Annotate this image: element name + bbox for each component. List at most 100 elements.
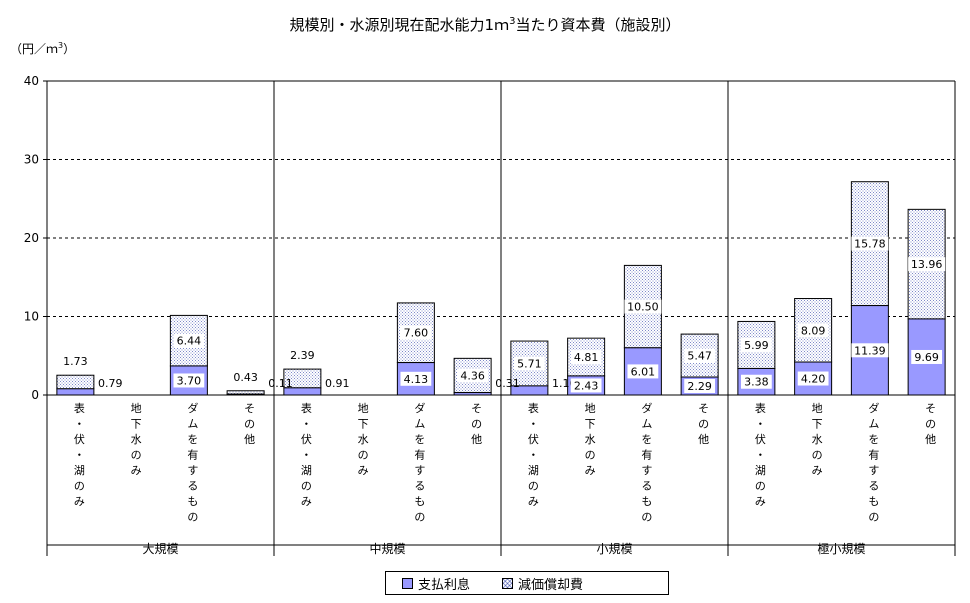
data-label-interest: 0.31 [495,377,520,390]
category-label-char: ・ [74,418,85,431]
legend: 支払利息 減価償却費 [385,571,669,595]
category-label-char: そ [471,402,482,415]
category-label-char: の [358,449,369,462]
category-label-char: そ [925,402,936,415]
category-label-char: の [698,418,709,431]
category-label-char: 伏 [301,432,312,446]
category-label-char: 水 [131,433,142,446]
title-superscript: 3 [509,16,516,27]
data-label-interest: 1.16 [552,377,577,390]
category-label-char: み [301,495,312,508]
data-label-depreciation-box [908,257,946,272]
category-label-char: 表 [301,401,312,415]
category-label-char: も [641,495,652,508]
data-label-depreciation: 2.39 [290,349,315,362]
category-label-char: の [131,449,142,462]
data-label-depreciation: 13.96 [911,258,943,271]
category-label-char: 湖 [528,464,539,477]
category-label-char: す [414,464,425,477]
category-label-char: ・ [755,449,766,462]
category-label-char: 地 [358,402,369,415]
title-tail: 当たり資本費（施設別） [515,16,681,34]
category-label-char: そ [698,402,709,415]
category-label-char: の [414,511,425,524]
category-label-char: そ [244,402,255,415]
data-label-interest-box [797,371,829,386]
category-label-char: ・ [301,449,312,462]
category-label-char: 水 [812,433,823,446]
y-unit-tail: ） [63,42,76,56]
category-label-char: 下 [585,418,596,431]
data-label-interest: 9.69 [914,351,939,364]
category-label-char: る [414,480,425,493]
title-main: 規模別・水源別現在配水能力1ｍ [289,16,510,34]
data-label-interest-box [911,349,943,364]
category-label-char: る [868,480,879,493]
category-label-char: の [244,418,255,431]
data-label-interest: 0.91 [325,377,350,390]
category-label-char: の [528,480,539,493]
data-label-depreciation: 8.09 [801,324,826,337]
data-label-depreciation: 4.81 [574,351,599,364]
group-label: 大規模 [142,541,178,556]
category-label-char: 他 [244,433,255,446]
data-label-interest: 4.13 [404,373,429,386]
category-label-char: 地 [131,402,142,415]
group-label: 中規模 [369,541,405,556]
category-label-char: ダ [868,401,879,415]
category-label-char: ム [868,418,879,431]
data-label-depreciation-box [851,236,889,251]
y-tick-label: 20 [24,231,39,245]
category-label-char: 有 [187,448,198,462]
data-label-interest: 3.38 [744,376,769,389]
category-label-char: み [755,495,766,508]
category-label-char: み [74,495,85,508]
category-label-char: ダ [641,401,652,415]
category-label-char: 伏 [528,432,539,446]
category-label-char: み [131,464,142,477]
data-label-depreciation: 1.73 [63,355,88,368]
data-label-interest-box [173,373,205,388]
category-label-char: も [868,495,879,508]
category-label-char: る [641,480,652,493]
category-label-char: も [187,495,198,508]
data-label-depreciation-box [457,368,489,383]
data-label-interest: 0.79 [98,377,123,390]
legend-label-interest: 支払利息 [418,577,471,593]
category-label-char: す [187,464,198,477]
data-label-depreciation-box [797,323,829,338]
category-label-char: 地 [585,402,596,415]
category-label-char: ム [414,418,425,431]
group-label: 小規模 [596,541,632,556]
data-label-depreciation: 7.60 [404,327,429,340]
category-label-char: を [868,433,879,446]
data-label-interest: 6.01 [631,365,656,378]
category-label-char: の [812,449,823,462]
category-label-char: み [528,495,539,508]
data-label-interest-box [684,379,716,394]
data-label-depreciation-box [513,356,545,371]
category-label-char: 下 [812,418,823,431]
data-label-interest-box [400,371,432,386]
data-label-depreciation: 10.50 [627,301,659,314]
data-label-interest: 11.39 [854,344,886,357]
category-label-char: す [641,464,652,477]
data-label-depreciation: 5.47 [687,350,712,363]
category-label-char: ダ [414,401,425,415]
legend-label-depreciation: 減価償却費 [518,577,584,593]
category-label-char: ダ [187,401,198,415]
y-unit-main: （円／ｍ [10,42,59,56]
data-label-depreciation: 6.44 [177,335,202,348]
bar-depreciation [56,374,95,390]
category-label-char: の [187,511,198,524]
category-label-char: 他 [925,433,936,446]
legend-item-depreciation: 減価償却費 [502,574,583,593]
chart-title: 規模別・水源別現在配水能力1ｍ3当たり資本費（施設別） [0,14,970,35]
category-label-char: の [471,418,482,431]
data-label-interest-box [851,343,889,358]
data-label-interest: 2.43 [574,379,599,392]
legend-swatch-depreciation [502,577,514,589]
category-label-char: 表 [528,401,539,415]
category-label-char: ム [641,418,652,431]
y-axis-unit: （円／ｍ3） [10,40,75,57]
